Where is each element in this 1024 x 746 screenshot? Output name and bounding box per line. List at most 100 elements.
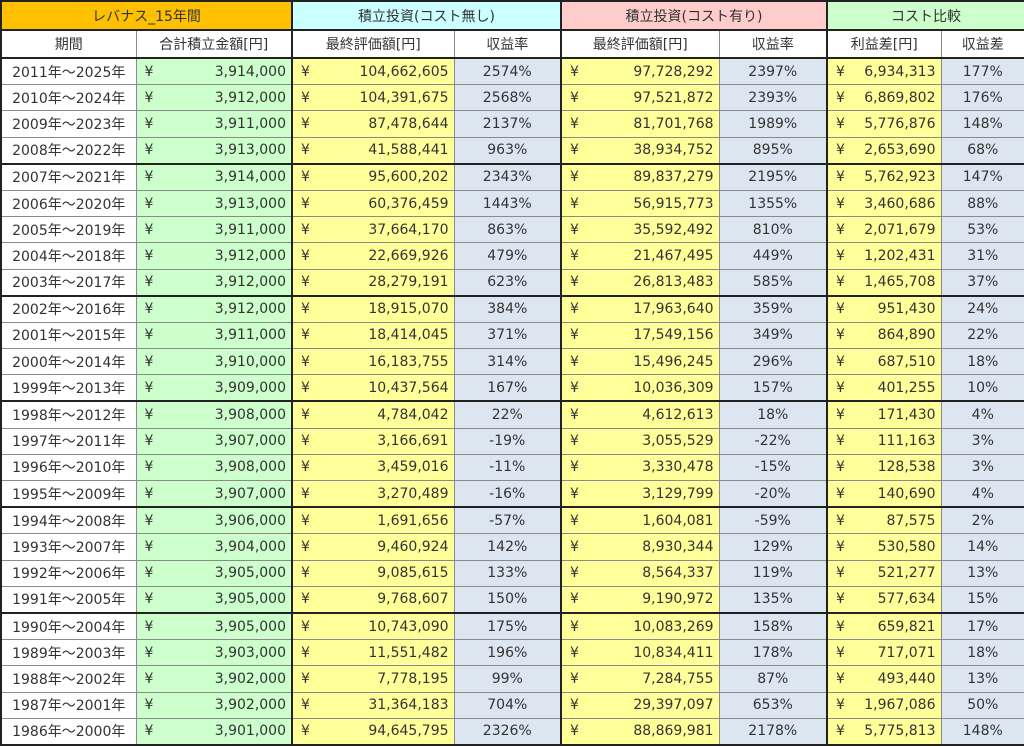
rate-cost-cell[interactable]: 349%	[718, 321, 829, 350]
total-cell[interactable]: ¥3,904,000	[135, 533, 294, 561]
profit-diff-cell[interactable]: ¥577,634	[826, 585, 942, 614]
period-cell[interactable]: 1990年～2004年	[0, 612, 137, 641]
total-cell[interactable]: ¥3,906,000	[135, 506, 294, 535]
total-cell[interactable]: ¥3,914,000	[135, 163, 294, 191]
total-cell[interactable]: ¥3,908,000	[135, 453, 294, 482]
rate-cost-cell[interactable]: -15%	[718, 453, 829, 482]
rate-nocost-cell[interactable]: 175%	[453, 612, 563, 641]
period-cell[interactable]: 1994年～2008年	[0, 506, 137, 535]
rate-cost-cell[interactable]: 2195%	[718, 163, 829, 191]
profit-diff-cell[interactable]: ¥5,762,923	[826, 163, 942, 191]
final-nocost-cell[interactable]: ¥10,743,090	[291, 612, 455, 641]
total-cell[interactable]: ¥3,907,000	[135, 480, 294, 509]
final-nocost-cell[interactable]: ¥18,414,045	[291, 321, 455, 350]
rate-nocost-cell[interactable]: -19%	[453, 427, 563, 455]
profit-diff-cell[interactable]: ¥6,869,802	[826, 84, 942, 112]
profit-diff-cell[interactable]: ¥1,202,431	[826, 242, 942, 270]
final-nocost-cell[interactable]: ¥37,664,170	[291, 216, 455, 244]
final-cost-cell[interactable]: ¥35,592,492	[560, 216, 720, 244]
period-cell[interactable]: 2001年～2015年	[0, 321, 137, 350]
rate-nocost-cell[interactable]: 22%	[453, 400, 563, 429]
profit-diff-cell[interactable]: ¥659,821	[826, 612, 942, 641]
rate-cost-cell[interactable]: 585%	[718, 268, 829, 297]
final-cost-cell[interactable]: ¥4,612,613	[560, 400, 720, 429]
rate-diff-cell[interactable]: 15%	[940, 585, 1024, 614]
final-nocost-cell[interactable]: ¥3,270,489	[291, 480, 455, 509]
rate-cost-cell[interactable]: 178%	[718, 639, 829, 667]
profit-diff-cell[interactable]: ¥687,510	[826, 348, 942, 376]
final-cost-cell[interactable]: ¥26,813,483	[560, 268, 720, 297]
rate-nocost-cell[interactable]: 99%	[453, 665, 563, 693]
rate-nocost-cell[interactable]: -16%	[453, 480, 563, 509]
total-cell[interactable]: ¥3,909,000	[135, 374, 294, 403]
period-cell[interactable]: 1992年～2006年	[0, 559, 137, 587]
total-cell[interactable]: ¥3,910,000	[135, 348, 294, 376]
rate-cost-cell[interactable]: 135%	[718, 585, 829, 614]
final-cost-cell[interactable]: ¥38,934,752	[560, 136, 720, 165]
rate-diff-cell[interactable]: 17%	[940, 612, 1024, 641]
period-cell[interactable]: 2003年～2017年	[0, 268, 137, 297]
total-cell[interactable]: ¥3,911,000	[135, 216, 294, 244]
profit-diff-cell[interactable]: ¥5,776,876	[826, 110, 942, 138]
period-cell[interactable]: 1988年～2002年	[0, 665, 137, 693]
final-cost-cell[interactable]: ¥10,834,411	[560, 639, 720, 667]
rate-cost-cell[interactable]: 359%	[718, 295, 829, 323]
profit-diff-cell[interactable]: ¥171,430	[826, 400, 942, 429]
final-cost-cell[interactable]: ¥15,496,245	[560, 348, 720, 376]
final-nocost-cell[interactable]: ¥31,364,183	[291, 691, 455, 719]
final-cost-cell[interactable]: ¥10,083,269	[560, 612, 720, 641]
profit-diff-cell[interactable]: ¥87,575	[826, 506, 942, 535]
rate-cost-cell[interactable]: 296%	[718, 348, 829, 376]
final-nocost-cell[interactable]: ¥1,691,656	[291, 506, 455, 535]
total-cell[interactable]: ¥3,912,000	[135, 84, 294, 112]
final-cost-cell[interactable]: ¥7,284,755	[560, 665, 720, 693]
rate-nocost-cell[interactable]: 963%	[453, 136, 563, 165]
total-cell[interactable]: ¥3,912,000	[135, 242, 294, 270]
final-cost-cell[interactable]: ¥17,549,156	[560, 321, 720, 350]
rate-nocost-cell[interactable]: 863%	[453, 216, 563, 244]
final-cost-cell[interactable]: ¥17,963,640	[560, 295, 720, 323]
rate-diff-cell[interactable]: 4%	[940, 480, 1024, 509]
period-cell[interactable]: 2005年～2019年	[0, 216, 137, 244]
final-cost-cell[interactable]: ¥21,467,495	[560, 242, 720, 270]
profit-diff-cell[interactable]: ¥140,690	[826, 480, 942, 509]
total-cell[interactable]: ¥3,907,000	[135, 427, 294, 455]
rate-cost-cell[interactable]: -59%	[718, 506, 829, 535]
rate-nocost-cell[interactable]: 479%	[453, 242, 563, 270]
final-nocost-cell[interactable]: ¥41,588,441	[291, 136, 455, 165]
profit-diff-cell[interactable]: ¥530,580	[826, 533, 942, 561]
rate-cost-cell[interactable]: 1989%	[718, 110, 829, 138]
final-nocost-cell[interactable]: ¥22,669,926	[291, 242, 455, 270]
rate-nocost-cell[interactable]: 384%	[453, 295, 563, 323]
rate-diff-cell[interactable]: 18%	[940, 348, 1024, 376]
period-cell[interactable]: 1986年～2000年	[0, 717, 137, 746]
final-cost-cell[interactable]: ¥89,837,279	[560, 163, 720, 191]
profit-diff-cell[interactable]: ¥2,071,679	[826, 216, 942, 244]
rate-cost-cell[interactable]: 1355%	[718, 189, 829, 218]
period-cell[interactable]: 1995年～2009年	[0, 480, 137, 509]
rate-nocost-cell[interactable]: 142%	[453, 533, 563, 561]
period-cell[interactable]: 2000年～2014年	[0, 348, 137, 376]
rate-cost-cell[interactable]: 2397%	[718, 57, 829, 86]
rate-cost-cell[interactable]: 895%	[718, 136, 829, 165]
rate-nocost-cell[interactable]: 150%	[453, 585, 563, 614]
rate-diff-cell[interactable]: 37%	[940, 268, 1024, 297]
total-cell[interactable]: ¥3,905,000	[135, 612, 294, 641]
rate-nocost-cell[interactable]: 2574%	[453, 57, 563, 86]
period-cell[interactable]: 2007年～2021年	[0, 163, 137, 191]
total-cell[interactable]: ¥3,902,000	[135, 691, 294, 719]
period-cell[interactable]: 2008年～2022年	[0, 136, 137, 165]
final-nocost-cell[interactable]: ¥9,768,607	[291, 585, 455, 614]
rate-cost-cell[interactable]: 87%	[718, 665, 829, 693]
final-nocost-cell[interactable]: ¥18,915,070	[291, 295, 455, 323]
rate-diff-cell[interactable]: 176%	[940, 84, 1024, 112]
rate-diff-cell[interactable]: 88%	[940, 189, 1024, 218]
rate-cost-cell[interactable]: 18%	[718, 400, 829, 429]
rate-diff-cell[interactable]: 13%	[940, 559, 1024, 587]
profit-diff-cell[interactable]: ¥401,255	[826, 374, 942, 403]
total-cell[interactable]: ¥3,902,000	[135, 665, 294, 693]
rate-nocost-cell[interactable]: 314%	[453, 348, 563, 376]
rate-nocost-cell[interactable]: 704%	[453, 691, 563, 719]
final-cost-cell[interactable]: ¥10,036,309	[560, 374, 720, 403]
rate-cost-cell[interactable]: 157%	[718, 374, 829, 403]
